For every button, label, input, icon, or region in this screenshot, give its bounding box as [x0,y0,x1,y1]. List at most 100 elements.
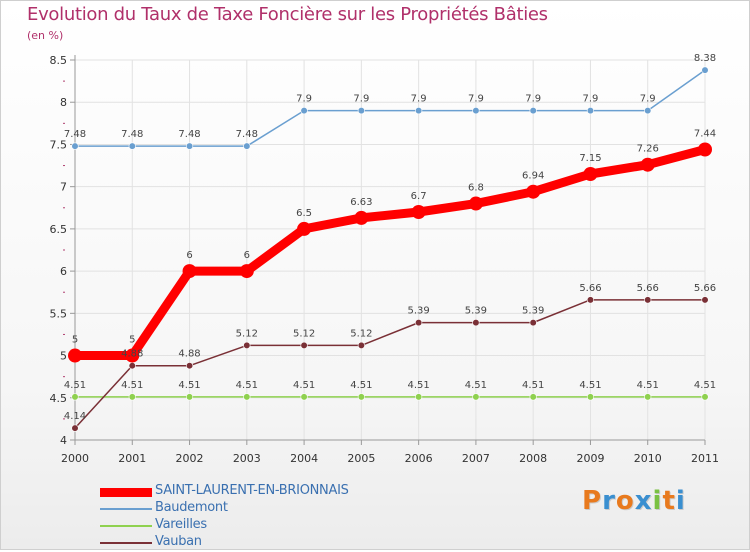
data-point-vauban [586,296,595,304]
data-label-vareilles: 4.51 [579,380,601,391]
proxiti-logo: Proxiti [582,486,686,516]
data-point-baudemont [472,107,480,115]
data-point-vauban [472,319,480,327]
legend-label-baudemont: Baudemont [155,500,228,515]
data-point-vauban [529,319,537,327]
data-point-saint-laurent-en-brionnais [68,348,82,363]
data-label-vauban: 5.39 [408,306,430,317]
y-tick-label: 7 [60,181,67,194]
data-point-vauban [243,341,251,350]
data-label-vauban: 5.66 [579,283,601,294]
data-point-vauban [701,296,709,304]
series-line-baudemont [74,69,706,147]
data-label-vauban: 5.66 [694,283,716,294]
data-label-saint-laurent-en-brionnais: 6.63 [350,197,372,208]
y-tick-label: 5.5 [50,307,68,320]
x-tick-label: 2003 [233,452,261,465]
data-point-baudemont [243,142,251,150]
data-label-vauban: 4.14 [64,411,86,422]
x-tick-label: 2009 [576,452,604,465]
x-tick-label: 2005 [347,452,375,465]
data-point-vareilles [128,393,136,401]
data-point-vauban [128,362,136,370]
data-point-saint-laurent-en-brionnais [698,142,712,157]
y-tick-label: 7.5 [50,138,68,151]
data-label-vareilles: 4.51 [465,380,487,391]
data-point-baudemont [586,107,595,115]
x-tick-label: 2011 [691,452,719,465]
data-point-saint-laurent-en-brionnais [239,264,254,279]
data-label-vareilles: 4.51 [408,380,430,391]
data-point-saint-laurent-en-brionnais [411,205,426,219]
data-label-vareilles: 4.51 [293,380,315,391]
data-label-baudemont: 7.9 [640,94,656,105]
data-point-saint-laurent-en-brionnais [468,196,483,211]
data-point-saint-laurent-en-brionnais [297,221,312,236]
chart-unit-label: (en %) [27,29,64,42]
data-label-vauban: 5.12 [236,328,258,339]
data-point-saint-laurent-en-brionnais [583,167,598,181]
data-point-baudemont [529,107,537,115]
data-label-vareilles: 4.51 [178,380,200,391]
data-label-saint-laurent-en-brionnais: 7.15 [579,153,601,164]
legend-swatch-saint-laurent-en-brionnais [100,487,152,497]
data-label-saint-laurent-en-brionnais: 7.26 [637,144,659,155]
x-tick-label: 2004 [290,452,318,465]
logo-letter: o [615,486,635,516]
data-label-saint-laurent-en-brionnais: 5 [129,335,135,346]
legend-swatch-baudemont [100,508,152,510]
series-layer [68,66,712,432]
x-tick-label: 2007 [462,452,490,465]
x-tick-label: 2008 [519,452,547,465]
logo-letter: r [602,486,616,516]
data-point-vareilles [357,393,365,401]
series-line-vauban [74,299,706,429]
logo-letter: i [652,486,663,516]
x-tick-label: 2001 [118,452,146,465]
data-point-baudemont [644,107,652,115]
y-tick-label: 8.5 [50,54,68,67]
y-tick-label: 6.5 [50,223,68,236]
data-label-baudemont: 7.48 [236,129,258,140]
legend-swatch-vauban [100,542,152,544]
logo-letter: t [662,486,676,516]
chart-title: Evolution du Taux de Taxe Foncière sur l… [27,4,548,25]
data-label-vareilles: 4.51 [694,380,716,391]
y-tick-label: 4.5 [50,392,68,405]
data-label-baudemont: 7.9 [296,94,312,105]
legend-label-vauban: Vauban [155,534,202,549]
logo-letter: P [582,486,603,516]
x-tick-label: 2006 [405,452,433,465]
data-label-vauban: 5.39 [522,306,544,317]
legend-label-vareilles: Vareilles [155,517,207,532]
y-tick-label: 4 [60,434,67,447]
logo-letter: i [675,486,686,516]
data-label-vareilles: 4.51 [64,380,86,391]
data-point-baudemont [415,107,423,115]
data-labels-layer: 5 5 6 6 6.5 6.63 6.7 6.8 6.94 7.15 7.26 7.44 7.48 7.4… [64,53,716,422]
data-point-vareilles [243,393,251,401]
data-label-saint-laurent-en-brionnais: 6.7 [411,191,427,202]
axes: 4 4.5 5 5.5 6 6.5 7 7.5 8 8.5 2000 2001 2002 2003 2004… [50,54,720,465]
data-point-vareilles [415,393,423,401]
data-label-vauban: 4.88 [121,349,143,360]
y-tick-label: 5 [60,350,67,363]
data-point-saint-laurent-en-brionnais [640,157,655,172]
data-point-vareilles [71,393,79,401]
data-label-vareilles: 4.51 [522,380,544,391]
x-tick-label: 2002 [176,452,204,465]
data-point-vareilles [185,393,194,401]
data-point-baudemont [357,107,365,115]
plot-area [75,60,705,440]
data-label-saint-laurent-en-brionnais: 6 [244,250,250,261]
data-point-vareilles [644,393,652,401]
data-label-baudemont: 7.48 [178,129,200,140]
data-label-vareilles: 4.51 [637,380,659,391]
data-label-saint-laurent-en-brionnais: 7.44 [694,129,716,140]
data-label-baudemont: 7.9 [468,94,484,105]
data-label-vareilles: 4.51 [121,380,143,391]
data-label-baudemont: 7.9 [583,94,599,105]
data-label-saint-laurent-en-brionnais: 6.8 [468,183,484,194]
